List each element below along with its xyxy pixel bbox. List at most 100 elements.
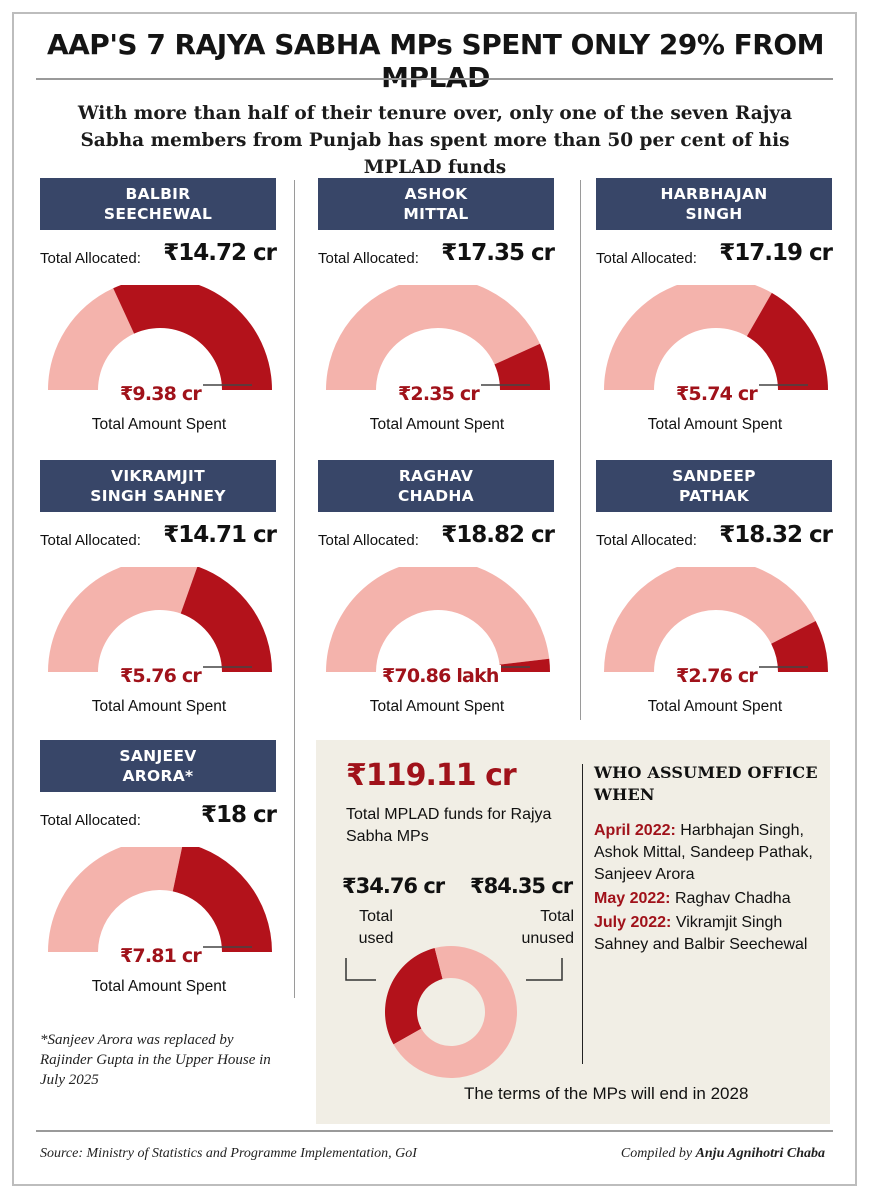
member-name-box: SANJEEV ARORA* (40, 740, 276, 792)
spending-gauge (326, 567, 550, 672)
allocated-value: ₹17.19 cr (719, 240, 833, 266)
donut-used-slice (385, 948, 443, 1045)
who-title: WHO ASSUMED OFFICE WHEN (594, 763, 818, 804)
used-leader-line (345, 958, 376, 981)
spent-label: Total Amount Spent (91, 416, 227, 433)
column-divider-right (580, 180, 581, 720)
gauge-spent-arc (771, 620, 828, 672)
spent-value: ₹2.35 cr (396, 383, 481, 405)
member-card-vikramjit-singh-sahney: VIKRAMJIT SINGH SAHNEY Total Allocated: … (40, 460, 278, 722)
unused-label: Total unused (521, 908, 575, 947)
total-funds-value: ₹119.11 cr (346, 758, 517, 793)
member-name-line2: SINGH SAHNEY (90, 487, 226, 505)
allocated-row: Total Allocated: ₹17.19 cr (596, 238, 834, 274)
used-label: Total used (358, 908, 394, 947)
gauge-spent-arc (746, 292, 828, 390)
footer-rule (36, 1130, 833, 1132)
headline-rule (36, 78, 833, 80)
subtitle: With more than half of their tenure over… (77, 103, 793, 178)
allocated-row: Total Allocated: ₹18.32 cr (596, 520, 834, 556)
infographic-frame (12, 12, 857, 1186)
member-name-line1: RAGHAV (398, 467, 474, 485)
spent-value: ₹70.86 lakh (380, 665, 501, 687)
allocated-value: ₹14.72 cr (163, 240, 277, 266)
source-note: Source: Ministry of Statistics and Progr… (40, 1146, 417, 1161)
who-group: May 2022: Raghav Chadha (594, 888, 824, 910)
who-names: Harbhajan Singh, Ashok Mittal, Sandeep P… (594, 822, 813, 883)
spending-gauge (48, 567, 272, 672)
compiled-name: Anju Agnihotri Chaba (695, 1146, 825, 1161)
gauge-unspent-arc (604, 285, 772, 390)
spent-value: ₹7.81 cr (118, 945, 203, 967)
member-name-line1: SANJEEV (119, 747, 197, 765)
member-name-box: SANDEEP PATHAK (596, 460, 832, 512)
allocated-label: Total Allocated: (40, 250, 141, 267)
allocated-label: Total Allocated: (40, 532, 141, 549)
spent-label: Total Amount Spent (91, 978, 227, 995)
unused-leader-line (526, 958, 563, 981)
spent-label: Total Amount Spent (647, 698, 783, 715)
allocated-row: Total Allocated: ₹18 cr (40, 800, 278, 836)
gauge-unspent-arc (48, 567, 198, 672)
spending-gauge (48, 847, 272, 952)
summary-divider (582, 764, 583, 1064)
allocated-value: ₹18 cr (201, 802, 277, 828)
who-list: April 2022: Harbhajan Singh, Ashok Mitta… (594, 820, 824, 958)
summary-donut-chart (345, 946, 563, 1078)
gauge-unspent-arc (326, 285, 541, 390)
member-name-line2: CHADHA (398, 487, 474, 505)
allocated-label: Total Allocated: (318, 532, 419, 549)
spending-gauge (326, 285, 550, 390)
gauge-unspent-arc (48, 288, 135, 390)
gauge-spent-arc (499, 658, 550, 672)
allocated-label: Total Allocated: (596, 532, 697, 549)
member-name-box: VIKRAMJIT SINGH SAHNEY (40, 460, 276, 512)
member-name-line2: ARORA* (122, 767, 194, 785)
who-group: April 2022: Harbhajan Singh, Ashok Mitta… (594, 820, 824, 886)
allocated-value: ₹14.71 cr (163, 522, 277, 548)
spent-label: Total Amount Spent (369, 416, 505, 433)
spent-value: ₹5.76 cr (118, 665, 203, 687)
spent-label: Total Amount Spent (647, 416, 783, 433)
allocated-label: Total Allocated: (596, 250, 697, 267)
spent-value: ₹9.38 cr (118, 383, 203, 405)
headline: AAP'S 7 RAJYA SABHA MPs SPENT ONLY 29% F… (46, 28, 825, 94)
compiled-prefix: Compiled by (620, 1146, 693, 1161)
allocated-value: ₹18.82 cr (441, 522, 555, 548)
member-card-sandeep-pathak: SANDEEP PATHAK Total Allocated: ₹18.32 c… (596, 460, 834, 722)
member-name-line1: SANDEEP (672, 467, 756, 485)
who-date: April 2022: (594, 822, 676, 839)
member-name-line1: VIKRAMJIT (111, 467, 205, 485)
allocated-label: Total Allocated: (318, 250, 419, 267)
member-name-line1: ASHOK (404, 185, 468, 203)
who-date: May 2022: (594, 890, 671, 907)
column-divider-left (294, 180, 295, 998)
used-value: ₹34.76 cr (342, 874, 445, 898)
spending-gauge (604, 285, 828, 390)
gauge-unspent-arc (326, 567, 550, 672)
member-card-ashok-mittal: ASHOK MITTAL Total Allocated: ₹17.35 cr … (318, 178, 556, 440)
unused-value: ₹84.35 cr (470, 874, 573, 898)
who-names: Raghav Chadha (674, 890, 791, 907)
allocated-row: Total Allocated: ₹17.35 cr (318, 238, 556, 274)
member-name-line1: BALBIR (125, 185, 191, 203)
summary-panel: ₹119.11 cr Total MPLAD funds for Rajya S… (316, 740, 830, 1124)
gauge-spent-arc (172, 847, 272, 952)
total-funds-caption: Total MPLAD funds for Rajya Sabha MPs (346, 806, 552, 845)
member-card-raghav-chadha: RAGHAV CHADHA Total Allocated: ₹18.82 cr… (318, 460, 556, 722)
member-name-box: BALBIR SEECHEWAL (40, 178, 276, 230)
member-name-line2: SINGH (685, 205, 743, 223)
member-name-line2: SEECHEWAL (103, 205, 213, 223)
allocated-value: ₹17.35 cr (441, 240, 555, 266)
donut-unused-slice (393, 946, 517, 1078)
allocated-label: Total Allocated: (40, 812, 141, 829)
who-names: Vikramjit Singh Sahney and Balbir Seeche… (594, 914, 808, 953)
allocated-row: Total Allocated: ₹14.71 cr (40, 520, 278, 556)
allocated-row: Total Allocated: ₹18.82 cr (318, 520, 556, 556)
gauge-spent-arc (180, 567, 272, 672)
allocated-row: Total Allocated: ₹14.72 cr (40, 238, 278, 274)
gauge-unspent-arc (48, 847, 183, 952)
spent-label: Total Amount Spent (91, 698, 227, 715)
terms-note: The terms of the MPs will end in 2028 (464, 1084, 749, 1103)
member-card-sanjeev-arora: SANJEEV ARORA* Total Allocated: ₹18 cr ₹… (40, 740, 278, 1002)
